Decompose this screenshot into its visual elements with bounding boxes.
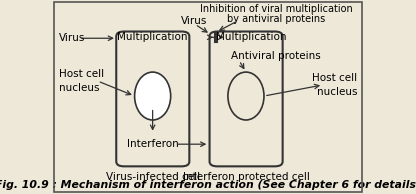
Text: Virus: Virus (59, 33, 85, 43)
Text: nucleus: nucleus (317, 87, 357, 97)
Text: nucleus: nucleus (59, 83, 99, 93)
Text: Multiplication: Multiplication (215, 32, 286, 42)
Text: Virus-infected cell: Virus-infected cell (106, 172, 200, 182)
Text: Interferon: Interferon (127, 139, 178, 149)
FancyBboxPatch shape (116, 31, 189, 166)
Text: Host cell: Host cell (312, 73, 357, 83)
Text: Interferon protected cell: Interferon protected cell (183, 172, 310, 182)
Ellipse shape (135, 72, 171, 120)
Text: Antiviral proteins: Antiviral proteins (231, 51, 320, 61)
Text: Multiplication: Multiplication (117, 32, 188, 42)
Text: Fig. 10.9 : Mechanism of interferon action (See Chapter 6 for details): Fig. 10.9 : Mechanism of interferon acti… (0, 180, 416, 191)
Text: by antiviral proteins: by antiviral proteins (227, 14, 326, 24)
Text: Host cell: Host cell (59, 69, 104, 79)
Text: Virus: Virus (181, 16, 207, 26)
Text: Inhibition of viral multiplication: Inhibition of viral multiplication (200, 4, 353, 14)
Ellipse shape (228, 72, 264, 120)
FancyBboxPatch shape (210, 31, 282, 166)
